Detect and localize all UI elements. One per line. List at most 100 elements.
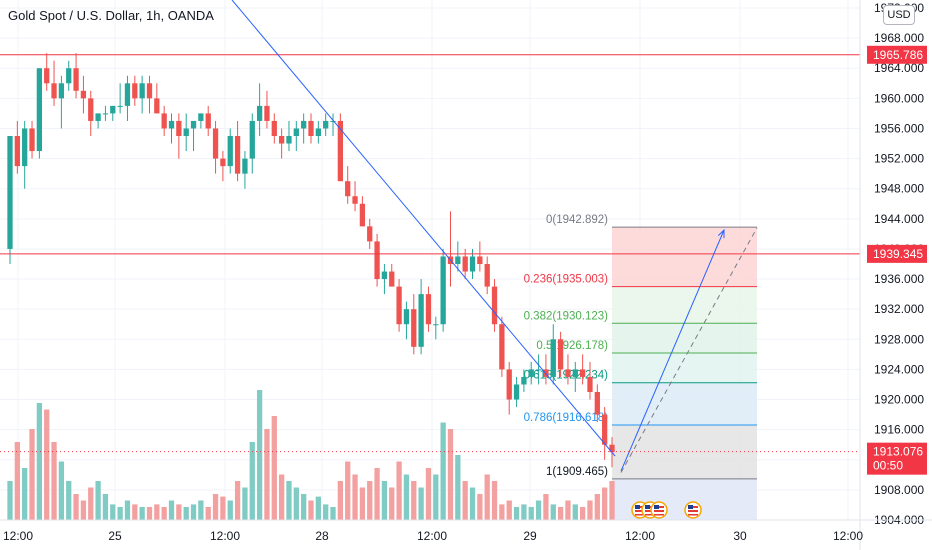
volume-bar [205,507,211,520]
volume-bar [14,442,20,520]
price-tick-label: 1920.000 [874,393,924,407]
price-tick-label: 1952.000 [874,152,924,166]
candle [220,158,226,167]
candle [132,83,138,99]
time-tick-label: 29 [523,529,537,543]
volume-bar [264,429,270,520]
volume-bar [286,481,292,520]
us-flag-icon [684,501,702,519]
volume-bar [433,474,439,520]
candle [168,120,175,129]
candle [609,444,615,453]
candle [557,339,564,370]
candle [139,83,145,99]
candle [7,136,13,249]
volume-bar [587,500,593,520]
candle [44,68,50,84]
arrow-head [717,228,725,239]
candle [88,98,94,121]
volume-bar [110,504,116,520]
candle [374,241,380,280]
volume-bar [161,507,167,520]
candle [587,376,593,392]
candle [124,83,131,106]
volume-bar [234,481,241,520]
candle [572,369,578,377]
time-tick-label: 12:00 [833,529,863,543]
candle [110,105,116,114]
candle [242,158,248,174]
candle [161,113,167,129]
volume-bar [374,468,380,520]
candle [301,120,307,129]
volume-bar [513,507,520,520]
candle [234,136,241,174]
volume-bar [352,474,358,520]
level-price-label: 1965.786 [873,48,923,62]
volume-bar [154,504,160,520]
candle [491,286,498,325]
candle [418,294,424,347]
candle [579,369,586,377]
currency-badge[interactable]: USD [883,5,915,25]
volume-bar [477,494,483,520]
volume-bar [557,507,564,520]
candle [249,120,255,159]
fib-zone [612,323,757,354]
volume-bar [256,390,263,520]
volume-bars [7,390,615,520]
volume-bar [543,494,549,520]
candle [227,136,233,167]
price-tick-label: 1964.000 [874,61,924,75]
volume-bar [95,481,101,520]
volume-bar [469,487,476,520]
volume-bar [80,500,87,520]
time-tick-label: 28 [315,529,329,543]
volume-bar [323,504,329,520]
volume-bar [367,481,373,520]
volume-bar [528,507,534,520]
volume-bar [337,481,344,520]
candle [535,369,542,371]
volume-bar [359,487,366,520]
volume-bar [315,496,321,520]
fib-zone [612,353,757,383]
candle [565,369,571,377]
volume-bar [425,468,432,520]
price-tick-label: 1916.000 [874,423,924,437]
volume-bar [29,429,35,520]
volume-bar [227,500,233,520]
fib-zone [612,382,757,425]
candle [345,181,351,197]
candle [594,392,600,415]
volume-bar [7,481,13,520]
volume-bar [447,429,454,520]
volume-bar [440,422,446,520]
candle [315,128,321,136]
candle [36,68,43,152]
overlays [0,0,860,473]
event-markers [631,501,702,519]
volume-bar [36,403,43,520]
volume-bar [381,481,388,520]
candle [602,414,608,445]
volume-bar [278,474,285,520]
trendline [231,0,616,457]
candle [102,113,109,115]
candle [271,120,277,136]
candle [389,271,395,287]
volume-bar [594,494,600,520]
volume-bar [462,481,468,520]
level-price-label: 1939.345 [873,247,923,261]
volume-bar [565,500,571,520]
candle [528,369,534,377]
candle [198,113,204,121]
price-tick-label: 1936.000 [874,272,924,286]
volume-bar [168,500,175,520]
candle [330,120,336,122]
volume-bar [330,507,336,520]
candle [433,324,439,326]
candle [286,136,292,144]
bar-countdown: 00:50 [873,459,903,473]
